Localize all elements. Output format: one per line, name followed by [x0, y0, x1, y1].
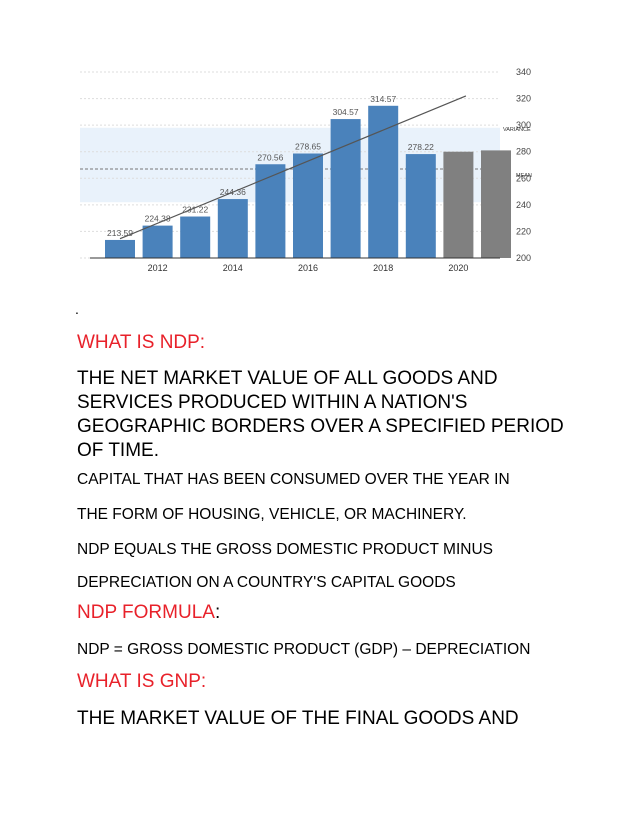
trend-line — [119, 95, 467, 240]
bullet-dot: . — [75, 301, 79, 317]
bar-value-label: 231.22 — [182, 205, 208, 215]
bar — [180, 216, 211, 258]
forecast-bar — [443, 151, 474, 258]
chart-svg: 200 220 240 260 280 300 320 340 VARIANCE MEAN 213.… — [80, 68, 532, 273]
forecast-bar — [481, 150, 511, 258]
gdp-bar-chart: 200 220 240 260 280 300 320 340 VARIANCE MEAN 213.… — [80, 68, 560, 290]
bar — [142, 225, 173, 258]
bar-value-label: 278.65 — [295, 142, 321, 152]
y-tick-label: 340 — [516, 68, 531, 77]
bar-value-label: 213.59 — [107, 228, 133, 238]
ndp-formula-text: NDP = GROSS DOMESTIC PRODUCT (GDP) – DEP… — [77, 641, 531, 658]
y-tick-label: 220 — [516, 226, 531, 236]
x-tick-label: 2016 — [298, 263, 318, 273]
bar-value-label: 278.22 — [408, 142, 434, 152]
mean-annotation: MEAN — [516, 173, 532, 179]
heading-ndp-formula: NDP FORMULA: — [77, 602, 220, 624]
bar — [105, 239, 135, 258]
bar-value-label: 304.57 — [333, 107, 359, 117]
y-tick-label: 200 — [516, 253, 531, 263]
variance-annotation: VARIANCE — [503, 127, 531, 133]
y-tick-label: 260 — [516, 173, 531, 183]
ndp-definition: THE NET MARKET VALUE OF ALL GOODS AND SE… — [77, 368, 564, 461]
x-tick-label: 2012 — [148, 263, 168, 273]
bar — [405, 154, 436, 258]
y-tick-label: 300 — [516, 120, 531, 130]
heading-ndp-formula-text: NDP FORMULA — [77, 602, 215, 623]
x-tick-label: 2020 — [448, 263, 468, 273]
x-tick-label: 2014 — [223, 263, 243, 273]
heading-colon: : — [214, 602, 221, 623]
gnp-definition: THE MARKET VALUE OF THE FINAL GOODS AND — [77, 708, 519, 729]
y-tick-label: 320 — [516, 94, 531, 104]
y-tick-label: 280 — [516, 147, 531, 157]
bar — [330, 119, 361, 258]
paragraph-line-1: CAPITAL THAT HAS BEEN CONSUMED OVER THE … — [77, 471, 510, 488]
bar-value-label: 270.56 — [257, 152, 283, 162]
paragraph-line-4: DEPRECIATION ON A COUNTRY'S CAPITAL GOOD… — [77, 574, 456, 591]
y-tick-label: 240 — [516, 200, 531, 210]
paragraph-line-2: THE FORM OF HOUSING, VEHICLE, OR MACHINE… — [77, 506, 467, 523]
bar-value-label: 314.57 — [370, 94, 396, 104]
bar — [217, 199, 248, 258]
heading-what-is-ndp: WHAT IS NDP: — [77, 332, 206, 353]
x-tick-label: 2018 — [373, 263, 393, 273]
bar — [368, 105, 399, 258]
heading-what-is-gnp: WHAT IS GNP: — [77, 671, 207, 692]
bar — [255, 164, 286, 258]
paragraph-line-3: NDP EQUALS THE GROSS DOMESTIC PRODUCT MI… — [77, 541, 493, 558]
variance-band — [80, 127, 500, 203]
bar-value-label: 224.38 — [145, 214, 171, 224]
bar — [293, 153, 323, 258]
